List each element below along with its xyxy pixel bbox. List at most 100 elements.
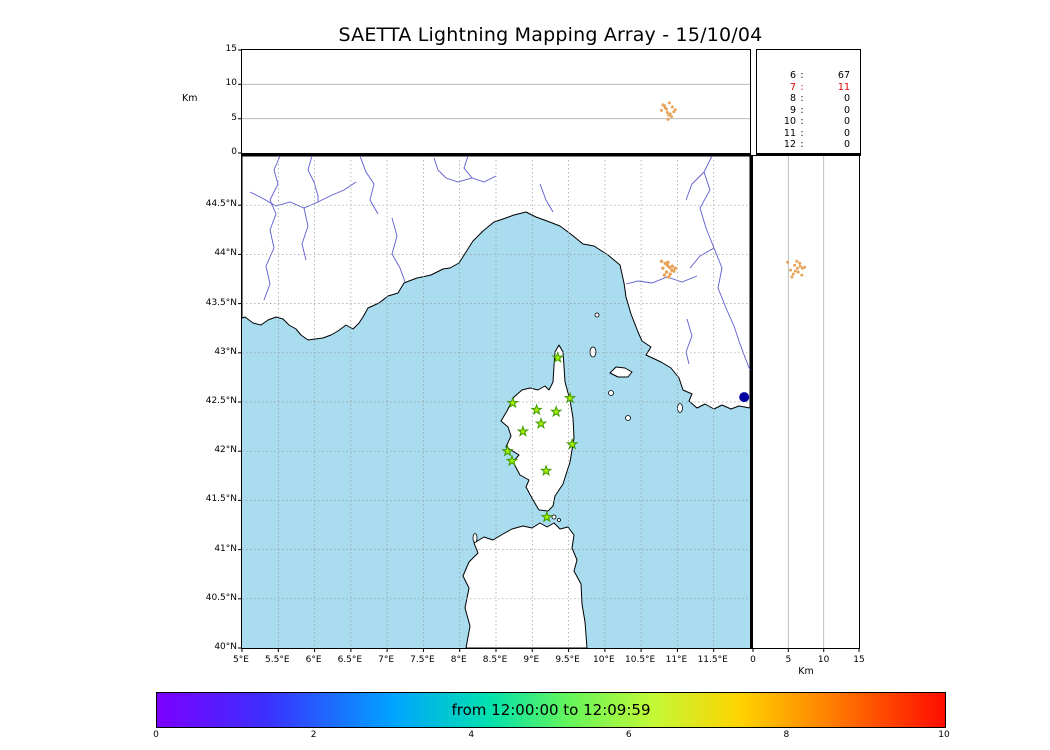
count-minute: 7 (789, 81, 796, 93)
lma-station-star (565, 437, 579, 450)
count-value: 0 (843, 104, 850, 116)
lon-tick-label: 7°E (378, 655, 395, 665)
lightning-source-dot (800, 273, 804, 277)
lightning-source-dot (662, 273, 667, 277)
count-separator: : (800, 104, 804, 116)
right-km-tick-label: 5 (785, 655, 792, 665)
river (689, 247, 715, 269)
lightning-source-dot (672, 269, 676, 273)
count-separator: : (800, 93, 804, 104)
alt-tick-label: 5 (231, 112, 237, 123)
island (608, 390, 614, 396)
lon-tick-label: 9.5°E (555, 655, 580, 665)
lightning-source-dot (790, 275, 794, 279)
lightning-source-dot (796, 266, 799, 270)
lightning-source-dot (673, 266, 677, 270)
right-km-tick-label: 15 (853, 655, 865, 665)
lightning-source-dot (670, 105, 674, 109)
lma-station-star (505, 454, 519, 467)
lightning-source-dot (662, 104, 666, 108)
figure-title: SAETTA Lightning Mapping Array - 15/10/0… (338, 24, 763, 46)
lightning-source-dot (789, 268, 792, 272)
lon-tick-label: 11°E (665, 655, 688, 665)
lma-station-star (551, 351, 564, 363)
river (391, 217, 406, 283)
right-km-tick-label: 10 (817, 655, 830, 665)
river (301, 207, 309, 261)
lightning-source-dot (661, 266, 665, 270)
count-minute: 10 (783, 116, 796, 127)
lightning-source-dot (667, 113, 671, 117)
river (359, 155, 379, 215)
lightning-source-dot (667, 275, 671, 279)
river (463, 155, 473, 179)
count-minute: 6 (789, 70, 796, 81)
lightning-source-dot (666, 117, 670, 121)
lightning-source-dot (666, 260, 670, 264)
lightning-source-dot (670, 115, 674, 119)
lightning-source-dot (786, 260, 790, 264)
altitude-axis-label: Km (182, 93, 198, 104)
lon-tick-label: 6.5°E (337, 655, 363, 665)
lat-tick-label: 42.5°N (205, 396, 237, 406)
lon-tick-label: 5.5°E (265, 655, 290, 665)
lightning-source-dot (793, 269, 797, 273)
lightning-source-dot (803, 265, 807, 269)
time-window-label: from 12:00:00 to 12:09:59 (451, 701, 651, 719)
island (551, 514, 557, 520)
count-separator: : (800, 81, 804, 93)
count-minute: 8 (789, 93, 796, 104)
island (472, 533, 478, 543)
lightning-source-dot (668, 272, 672, 276)
colorbar-tick-label: 10 (938, 730, 950, 740)
colorbar-tick-label: 0 (153, 730, 159, 740)
river (699, 155, 751, 371)
city-marker (739, 392, 750, 403)
lma-station-star (534, 417, 548, 429)
right-km-tick-label: 0 (750, 655, 756, 665)
count-minute: 11 (783, 127, 796, 139)
right-panel-km-label: Km (798, 666, 814, 677)
lat-tick-label: 40.5°N (205, 592, 237, 603)
count-value: 0 (843, 116, 850, 127)
lon-tick-label: 6°E (305, 655, 322, 665)
lightning-source-dot (665, 111, 669, 114)
lat-tick-label: 44.5°N (205, 199, 237, 210)
count-value: 67 (837, 70, 850, 81)
lightning-source-dot (663, 261, 667, 265)
lon-tick-label: 8°E (450, 655, 467, 665)
count-value: 0 (843, 127, 850, 139)
lma-station-star (539, 464, 553, 477)
lightning-source-dot (796, 270, 800, 274)
river (625, 275, 698, 285)
lightning-source-dot (665, 107, 668, 111)
alt-tick-label: 10 (225, 78, 237, 89)
river (433, 157, 497, 183)
lightning-source-dot (664, 270, 669, 274)
count-minute: 9 (789, 104, 796, 116)
river (685, 171, 705, 201)
river (539, 183, 554, 213)
lightning-source-dot (798, 261, 802, 265)
lightning-source-dot (798, 264, 802, 268)
map-panel (238, 155, 753, 652)
lma-station-star (563, 391, 577, 404)
island (625, 415, 631, 421)
lma-station-star (501, 444, 514, 457)
lon-tick-label: 10.5°E (625, 655, 656, 665)
count-separator: : (800, 70, 804, 81)
lon-tick-label: 7.5°E (410, 655, 435, 665)
lightning-source-dot (670, 264, 674, 268)
island (557, 518, 561, 522)
time-colorbar: from 12:00:00 to 12:09:59 (156, 692, 946, 728)
lightning-source-dot (659, 259, 664, 263)
altitude-latitude-plot (752, 156, 860, 652)
lon-tick-label: 11.5°E (697, 655, 728, 665)
count-value: 0 (843, 93, 850, 104)
lma-station-star (516, 424, 530, 437)
lat-tick-label: 40°N (214, 642, 237, 652)
river (685, 318, 693, 365)
lat-tick-label: 41.5°N (205, 494, 237, 505)
lma-station-star (540, 510, 554, 523)
